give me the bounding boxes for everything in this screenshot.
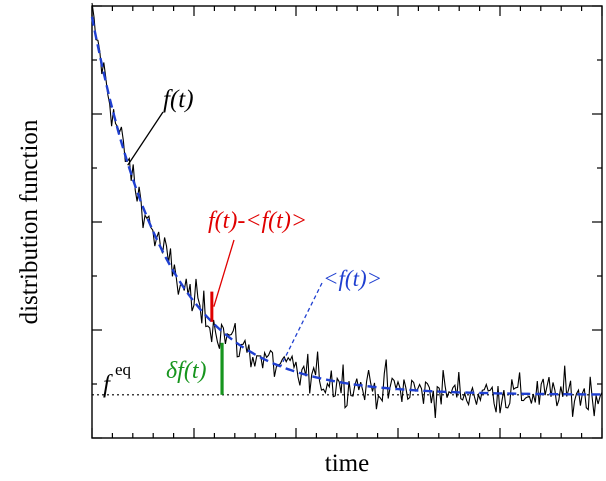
x-axis-label: time	[325, 450, 369, 477]
label-feq-sup: eq	[115, 360, 132, 379]
label-delta: δf(t)	[166, 358, 206, 384]
series-line-mean	[90, 16, 603, 396]
f-leader	[127, 111, 164, 166]
axis-ticks	[91, 5, 603, 439]
series-line-f	[91, 2, 603, 419]
label-deviation: f(t)-<f(t)>	[208, 208, 307, 234]
label-feq: f	[103, 371, 113, 398]
label-f: f(t)	[163, 86, 194, 113]
label-mean: <f(t)>	[323, 266, 382, 291]
y-axis-label: distribution function	[16, 119, 43, 324]
deviation-leader	[213, 239, 235, 307]
mean-leader	[280, 282, 323, 367]
